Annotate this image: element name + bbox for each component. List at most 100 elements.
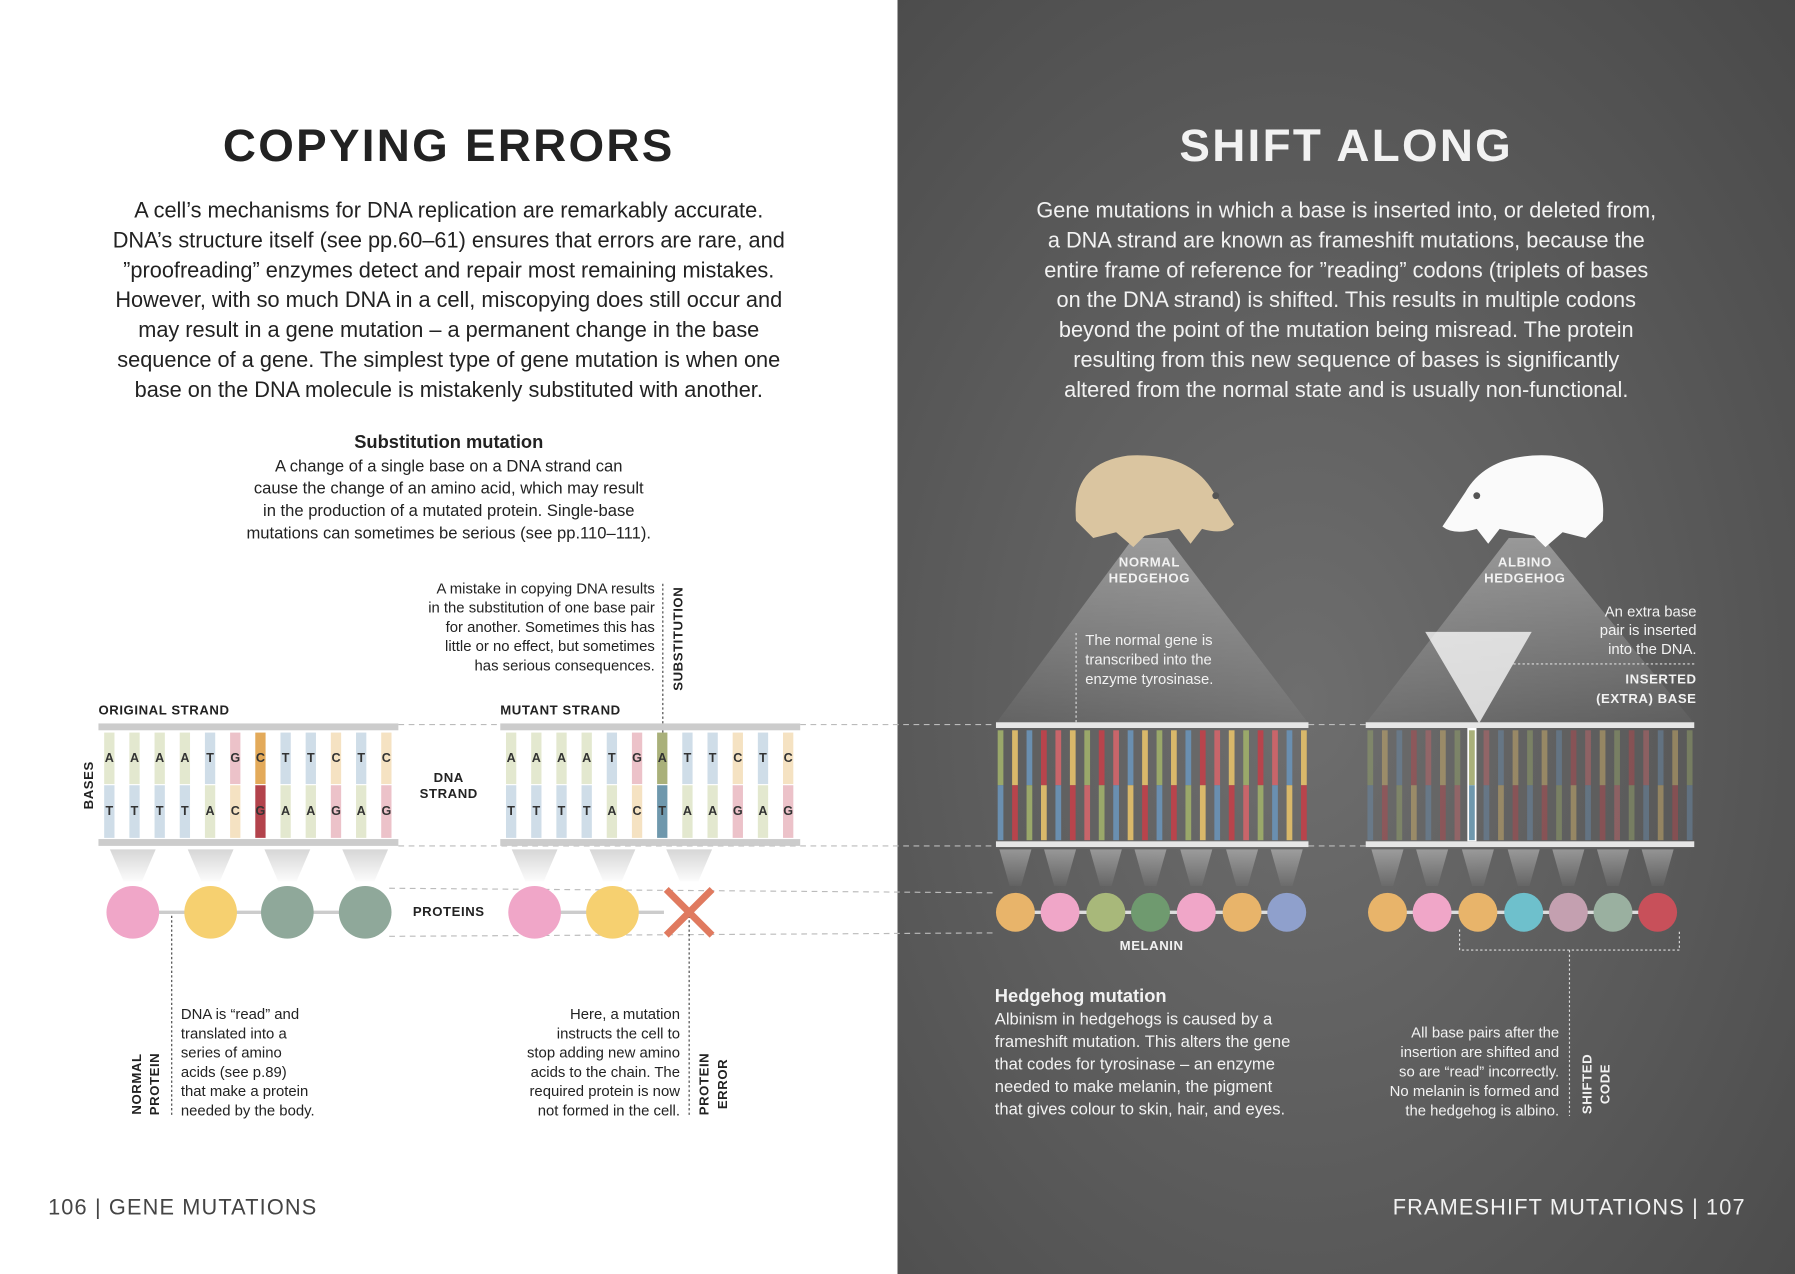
base-bar <box>1556 785 1562 841</box>
base-bar <box>1367 730 1374 786</box>
base-bar <box>1498 785 1504 841</box>
footer: FRAMESHIFT MUTATIONS | 107 <box>1393 1195 1746 1220</box>
base-bar <box>1199 730 1206 786</box>
base-bar <box>997 730 1004 786</box>
intro-line: Gene mutations in which a base is insert… <box>1036 198 1656 223</box>
base-bar <box>280 785 291 838</box>
base-bar <box>154 785 165 838</box>
rail <box>500 723 801 731</box>
base-bar <box>631 732 643 785</box>
base-bar <box>230 785 241 838</box>
intro-line: altered from the normal state and is usu… <box>1064 377 1628 402</box>
base-bar <box>255 785 266 838</box>
base-bar <box>1113 785 1119 841</box>
cone <box>109 849 156 882</box>
base-letter: G <box>381 804 391 818</box>
base-letter: T <box>507 804 515 818</box>
note-line: little or no effect, but sometimes <box>445 639 655 655</box>
base-bar <box>1483 730 1490 786</box>
note-line: Here, a mutation <box>570 1007 680 1023</box>
base-bar <box>1012 730 1018 786</box>
base-bar <box>356 785 367 838</box>
rail <box>1365 722 1695 728</box>
base-letter: T <box>181 804 189 818</box>
vertical-label: SHIFTED <box>1579 1054 1594 1114</box>
heading: Hedgehog mutation <box>995 985 1167 1006</box>
proteins-label: PROTEINS <box>413 904 485 919</box>
protein <box>1222 892 1262 932</box>
base-letter: T <box>759 751 767 765</box>
body-line: cause the change of an amino acid, which… <box>254 479 644 498</box>
base-bar <box>1614 730 1620 786</box>
cone <box>1507 849 1540 886</box>
hedgehog-body <box>1075 455 1235 548</box>
hedgehog-label: HEDGEHOG <box>1109 571 1190 586</box>
guide-line <box>389 932 996 937</box>
base-bar <box>1084 730 1091 786</box>
cone <box>1371 849 1404 886</box>
base-bar <box>1228 785 1235 841</box>
dna-strand-label: STRAND <box>420 786 478 801</box>
base-letter: C <box>633 804 642 818</box>
note-line: for another. Sometimes this has <box>446 620 655 636</box>
vertical-label: BASES <box>81 761 96 809</box>
rail <box>98 839 399 846</box>
base-bar <box>1585 730 1591 786</box>
rail <box>1365 841 1695 848</box>
protein <box>1131 892 1170 932</box>
cone <box>342 849 389 882</box>
intro-line: beyond the point of the mutation being m… <box>1059 317 1634 342</box>
base-bar <box>783 785 794 838</box>
base-letter: T <box>658 804 666 818</box>
rail <box>995 722 1309 728</box>
note-line: pair is inserted <box>1600 623 1697 639</box>
base-bar <box>305 785 316 838</box>
base-bar <box>732 732 743 785</box>
base-bar <box>179 785 191 838</box>
base-letter: A <box>155 751 164 765</box>
base-bar <box>1041 730 1047 786</box>
base-bar <box>1396 730 1403 786</box>
base-bar <box>1440 785 1446 841</box>
base-bar <box>280 732 291 785</box>
base-bar <box>631 785 643 838</box>
strand-label: MUTANT STRAND <box>500 702 620 717</box>
base-letter: A <box>758 804 767 818</box>
protein <box>1412 892 1452 932</box>
note-line: into the DNA. <box>1608 642 1696 658</box>
cone <box>1180 849 1213 886</box>
cone <box>1226 849 1259 886</box>
base-bar <box>230 732 241 785</box>
base-bar <box>1410 730 1417 786</box>
note-line: An extra base <box>1605 604 1697 620</box>
body-line: mutations can sometimes be serious (see … <box>246 523 651 542</box>
cone <box>1044 849 1077 886</box>
vertical-label: SUBSTITUTION <box>670 587 685 691</box>
right-page <box>897 0 1795 1274</box>
base-bar <box>1454 730 1461 786</box>
base-bar <box>1628 785 1635 841</box>
protein <box>508 885 561 939</box>
base-bar <box>1012 785 1018 841</box>
cone <box>1270 849 1303 886</box>
base-letter: A <box>532 751 541 765</box>
note-line: required protein is now <box>529 1084 680 1100</box>
base-letter: A <box>708 804 717 818</box>
base-bar <box>1272 785 1278 841</box>
base-letter: T <box>307 751 315 765</box>
intro-line: base on the DNA molecule is mistakenly s… <box>135 377 763 402</box>
vertical-label: NORMAL <box>129 1053 144 1114</box>
base-bar <box>707 732 718 785</box>
base-letter: A <box>281 804 290 818</box>
base-letter: T <box>532 804 540 818</box>
note-line: needed by the body. <box>181 1103 315 1119</box>
base-bar <box>1301 730 1307 786</box>
inserted-label: (EXTRA) BASE <box>1596 691 1696 706</box>
base-bar <box>1686 730 1693 786</box>
body-line: in the production of a mutated protein. … <box>263 501 634 520</box>
base-bar <box>1512 785 1519 841</box>
cone <box>1641 849 1674 886</box>
base-bar <box>1084 785 1091 841</box>
base-bar <box>1257 730 1264 786</box>
